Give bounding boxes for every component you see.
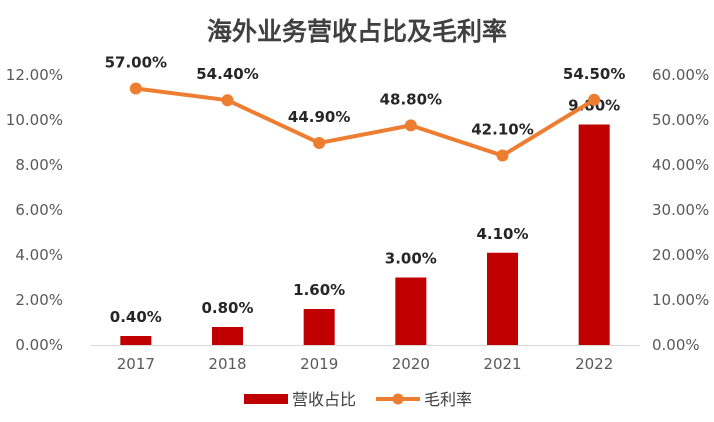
y-left-tick-label: 4.00% bbox=[15, 246, 63, 264]
line-marker bbox=[588, 93, 601, 106]
x-tick-label: 2022 bbox=[575, 355, 613, 373]
line-marker bbox=[221, 94, 234, 107]
x-tick-label: 2019 bbox=[300, 355, 338, 373]
bar-data-label: 0.80% bbox=[201, 299, 253, 317]
line-marker bbox=[313, 136, 326, 149]
line-marker bbox=[496, 149, 509, 162]
y-left-tick-label: 10.00% bbox=[6, 111, 63, 129]
x-tick-label: 2017 bbox=[117, 355, 155, 373]
y-left-tick-label: 0.00% bbox=[15, 336, 63, 354]
y-left-tick-label: 12.00% bbox=[6, 66, 63, 84]
legend-marker bbox=[392, 393, 404, 405]
bar bbox=[120, 336, 152, 345]
bar-data-label: 4.10% bbox=[476, 225, 528, 243]
bar-data-label: 3.00% bbox=[385, 250, 437, 268]
bar bbox=[303, 309, 335, 345]
x-tick-label: 2020 bbox=[392, 355, 430, 373]
series-line bbox=[135, 86, 596, 158]
line-marker bbox=[129, 82, 142, 95]
bar-data-label: 1.60% bbox=[293, 281, 345, 299]
bar bbox=[578, 124, 610, 345]
legend-label: 毛利率 bbox=[424, 390, 472, 409]
bar-data-label: 0.40% bbox=[110, 308, 162, 326]
bar bbox=[487, 252, 518, 345]
line-data-label: 54.40% bbox=[196, 65, 258, 83]
y-right-tick-label: 60.00% bbox=[652, 66, 709, 84]
bar bbox=[395, 277, 427, 345]
chart-title: 海外业务营收占比及毛利率 bbox=[206, 17, 507, 46]
line-data-label: 54.50% bbox=[563, 65, 625, 83]
y-right-tick-label: 20.00% bbox=[652, 246, 709, 264]
bar bbox=[212, 327, 243, 345]
legend-swatch-bar bbox=[244, 394, 288, 404]
line-data-label: 42.10% bbox=[471, 121, 533, 139]
y-left-tick-label: 6.00% bbox=[15, 201, 63, 219]
y-right-tick-label: 10.00% bbox=[652, 291, 709, 309]
y-right-tick-label: 0.00% bbox=[652, 336, 700, 354]
y-left-tick-label: 8.00% bbox=[15, 156, 63, 174]
y-right-tick-label: 40.00% bbox=[652, 156, 709, 174]
x-tick-label: 2021 bbox=[483, 355, 521, 373]
x-tick-label: 2018 bbox=[208, 355, 246, 373]
legend-label: 营收占比 bbox=[292, 390, 356, 409]
y-right-tick-label: 30.00% bbox=[652, 201, 709, 219]
y-left-tick-label: 2.00% bbox=[15, 291, 63, 309]
line-data-label: 44.90% bbox=[288, 108, 350, 126]
line-data-label: 57.00% bbox=[105, 54, 167, 72]
line-data-label: 48.80% bbox=[380, 90, 442, 108]
y-right-tick-label: 50.00% bbox=[652, 111, 709, 129]
line-marker bbox=[404, 119, 417, 132]
